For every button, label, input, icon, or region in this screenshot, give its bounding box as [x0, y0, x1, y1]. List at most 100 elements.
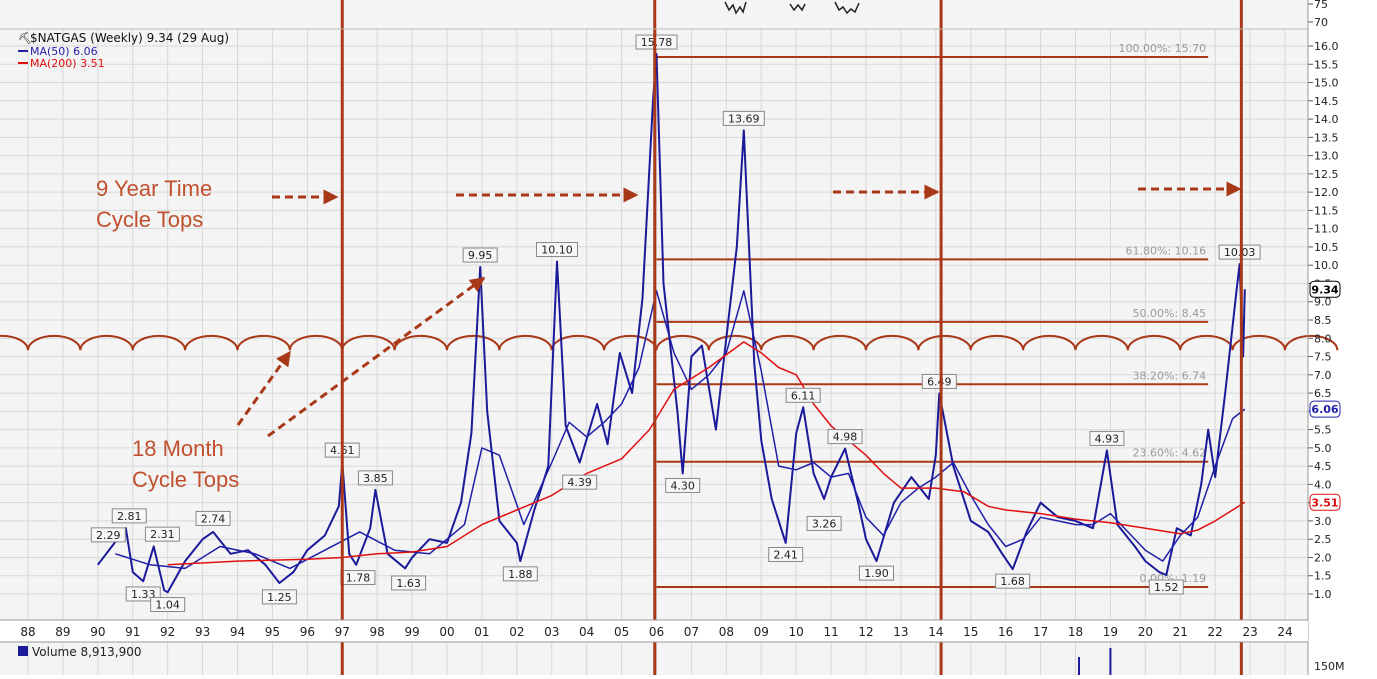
- x-tick-label: 06: [649, 625, 664, 639]
- x-tick-label: 02: [509, 625, 524, 639]
- peak-label-box: [150, 597, 186, 613]
- price-badge: [1309, 280, 1341, 298]
- x-tick-label: 20: [1138, 625, 1153, 639]
- x-tick-label: 94: [230, 625, 245, 639]
- peak-label-box: [785, 387, 821, 403]
- x-tick-label: 17: [1033, 625, 1048, 639]
- x-tick-label: 21: [1173, 625, 1188, 639]
- y-tick-label: 14.0: [1314, 113, 1339, 126]
- peak-label-text: 1.04: [155, 599, 180, 612]
- peak-label-text: 4.39: [567, 476, 592, 489]
- y-tick-label: 2.0: [1314, 551, 1332, 564]
- peak-label-box: [535, 242, 578, 258]
- eighteen-month-label-line1: 18 Month: [132, 436, 224, 461]
- x-tick-label: 10: [789, 625, 804, 639]
- peak-label-box: [502, 566, 538, 582]
- peak-label-text: 1.52: [1154, 581, 1179, 594]
- price-badge: [1309, 400, 1341, 418]
- peak-label-box: [462, 247, 498, 263]
- peak-label-text: 4.93: [1095, 432, 1120, 445]
- peak-label-box: [921, 373, 957, 389]
- y-tick-label: 1.0: [1314, 588, 1332, 601]
- peak-label-box: [1148, 579, 1184, 595]
- peak-label-box: [665, 477, 701, 493]
- y-tick-label: 9.0: [1314, 296, 1332, 309]
- x-tick-label: 89: [55, 625, 70, 639]
- price-badge-text: 6.06: [1311, 403, 1338, 416]
- y-tick-label: 11.0: [1314, 223, 1339, 236]
- peak-label-box: [144, 526, 180, 542]
- peak-label-box: [195, 510, 231, 526]
- peak-label-text: 1.90: [864, 567, 889, 580]
- volume-label: Volume 8,913,900: [32, 645, 142, 659]
- peak-label-box: [111, 508, 147, 524]
- chart-icon: ⛏: [18, 32, 32, 45]
- y-tick-label: 10.5: [1314, 241, 1339, 254]
- peak-label-text: 1.25: [267, 591, 292, 604]
- peak-label-text: 1.88: [508, 568, 533, 581]
- y-tick-label: 13.5: [1314, 131, 1339, 144]
- y-tick-label: 6.5: [1314, 387, 1332, 400]
- peak-label-box: [858, 565, 894, 581]
- peak-label-box: [562, 474, 598, 490]
- x-tick-label: 96: [300, 625, 315, 639]
- x-tick-label: 19: [1103, 625, 1118, 639]
- series-line-natgas: [97, 53, 1246, 594]
- y-tick-label: 7.5: [1314, 351, 1332, 364]
- peak-label-text: 10.03: [1224, 246, 1256, 259]
- y-tick-label: 4.5: [1314, 460, 1332, 473]
- peak-labels: 2.292.811.332.311.042.741.254.611.783.85…: [90, 34, 1261, 613]
- x-tick-label: 03: [544, 625, 559, 639]
- x-tick-label: 11: [823, 625, 838, 639]
- y-tick-label: 8.5: [1314, 314, 1332, 327]
- x-tick-label: 15: [963, 625, 978, 639]
- peak-label-text: 2.41: [773, 548, 798, 561]
- x-tick-label: 93: [195, 625, 210, 639]
- cycle-arc-path: [0, 334, 1339, 351]
- legend-label: MA(200) 3.51: [30, 57, 105, 70]
- peak-label-box: [357, 470, 393, 486]
- peak-label-text: 2.74: [201, 512, 226, 525]
- y-tick-label: 11.5: [1314, 204, 1339, 217]
- y-tick-label: 10.0: [1314, 259, 1339, 272]
- x-tick-label: 88: [20, 625, 35, 639]
- fib-label: 38.20%: 6.74: [1133, 369, 1207, 382]
- top-panel-trace: [724, 1, 747, 15]
- volume-icon: [18, 646, 28, 656]
- peak-label-text: 1.68: [1000, 575, 1025, 588]
- x-axis-band: [0, 620, 1308, 642]
- fib-label: 23.60%: 4.62: [1133, 447, 1207, 460]
- chart-title: $NATGAS (Weekly) 9.34 (29 Aug): [30, 31, 229, 45]
- y-tick-label: 8.0: [1314, 332, 1332, 345]
- axes: 1.01.52.02.53.03.54.04.55.05.56.06.57.07…: [0, 0, 1345, 675]
- x-tick-label: 98: [370, 625, 385, 639]
- peak-label-text: 1.33: [131, 588, 156, 601]
- x-tick-label: 16: [998, 625, 1013, 639]
- price-badge-text: 3.51: [1311, 496, 1338, 509]
- y-tick-label: 12.0: [1314, 186, 1339, 199]
- peak-label-text: 15.78: [641, 36, 673, 49]
- eighteen-month-arrow: [267, 276, 486, 438]
- y-tick-label: 12.5: [1314, 168, 1339, 181]
- price-badge-text: 9.34: [1311, 283, 1338, 296]
- y-tick-label: 16.0: [1314, 40, 1339, 53]
- peak-label-text: 9.95: [468, 249, 493, 262]
- x-tick-label: 14: [928, 625, 943, 639]
- peak-label-box: [635, 34, 678, 50]
- peak-label-text: 4.98: [833, 431, 858, 444]
- x-tick-label: 91: [125, 625, 140, 639]
- nine-year-label-line2: Cycle Tops: [96, 207, 203, 232]
- peak-label-box: [1089, 430, 1125, 446]
- x-tick-label: 97: [335, 625, 350, 639]
- y-tick-label: 15.0: [1314, 77, 1339, 90]
- x-tick-label: 95: [265, 625, 280, 639]
- y-tick-label: 15.5: [1314, 58, 1339, 71]
- x-tick-label: 09: [754, 625, 769, 639]
- peak-label-box: [806, 515, 842, 531]
- x-tick-label: 92: [160, 625, 175, 639]
- x-tick-label: 99: [404, 625, 419, 639]
- y-tick-label: 3.0: [1314, 515, 1332, 528]
- cycle-arcs: [0, 334, 1339, 351]
